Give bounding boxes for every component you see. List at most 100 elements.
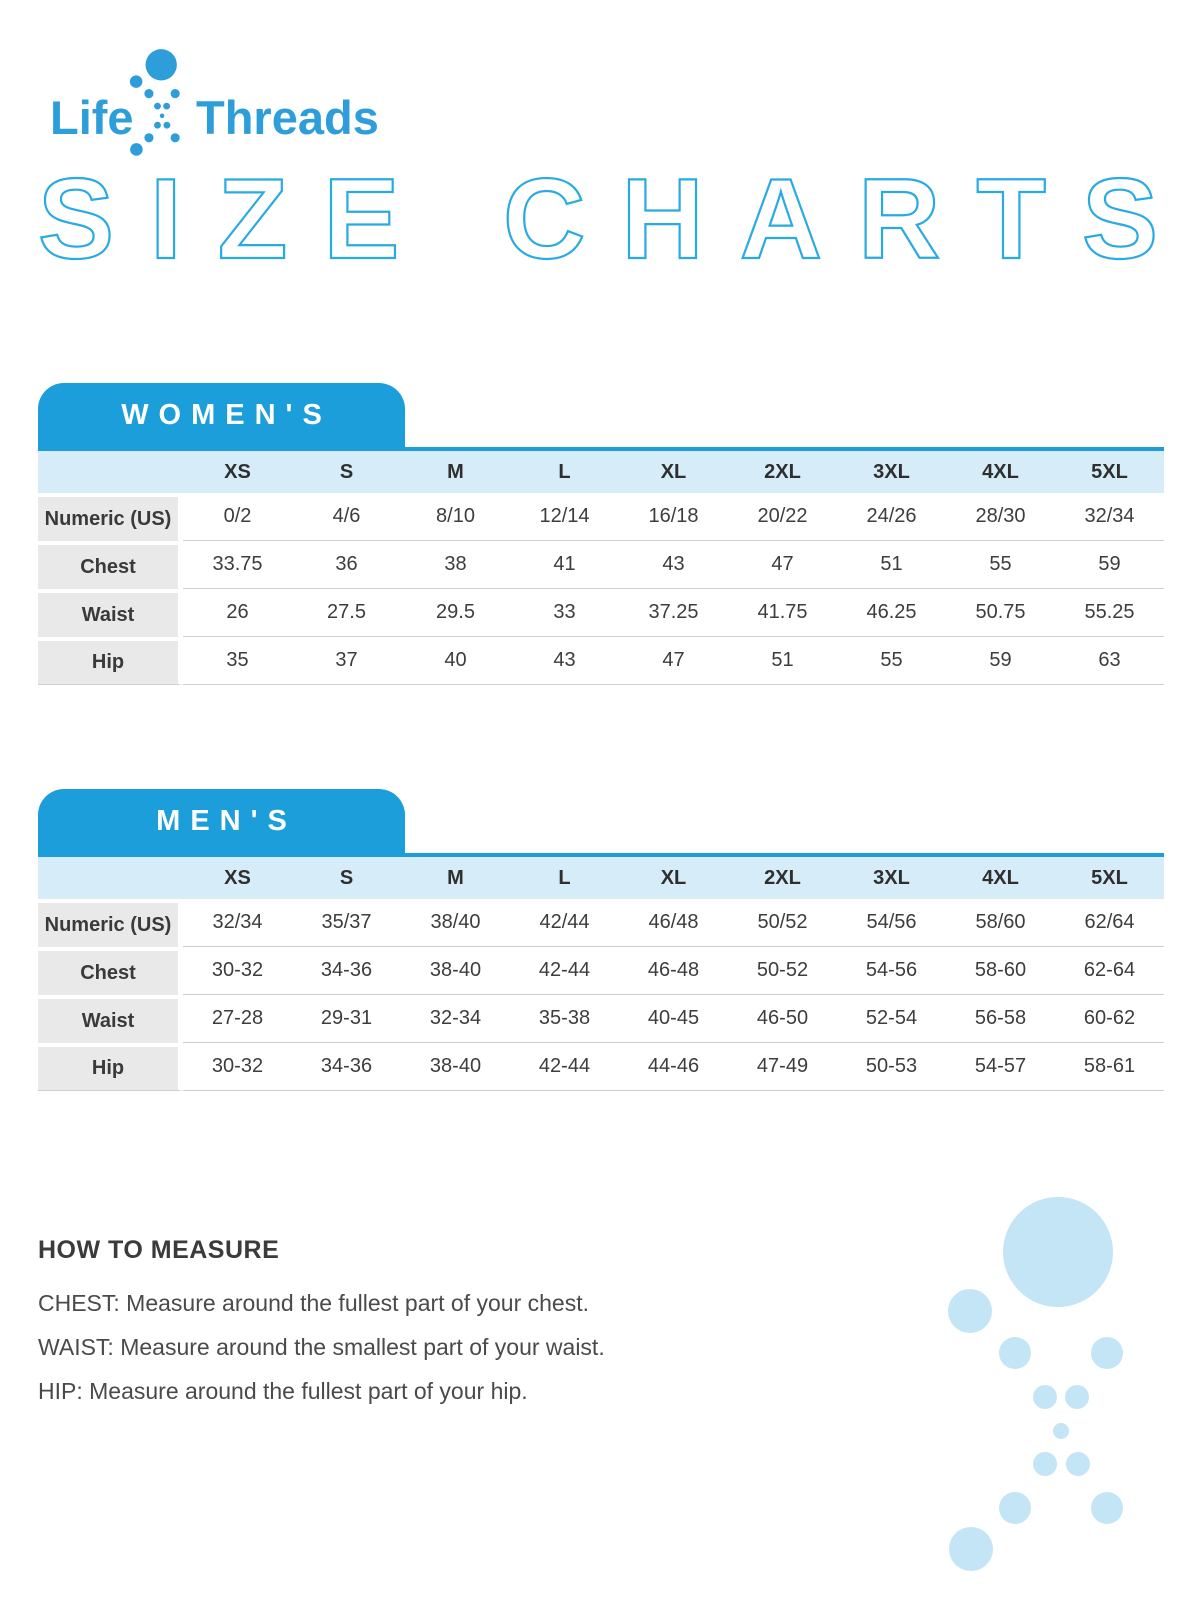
mens-col-header: 5XL <box>1055 857 1164 899</box>
how-to-measure-waist: WAIST: Measure around the smallest part … <box>38 1334 605 1360</box>
size-cell: 4/6 <box>292 493 401 541</box>
mens-row-label: Hip <box>38 1043 183 1091</box>
size-cell: 16/18 <box>619 493 728 541</box>
size-cell: 40 <box>401 637 510 685</box>
womens-col-header: 5XL <box>1055 451 1164 493</box>
size-cell: 35-38 <box>510 995 619 1043</box>
size-cell: 42-44 <box>510 947 619 995</box>
size-cell: 55 <box>946 541 1055 589</box>
mens-col-header: M <box>401 857 510 899</box>
size-cell: 63 <box>1055 637 1164 685</box>
womens-col-header: 3XL <box>837 451 946 493</box>
size-cell: 32/34 <box>183 899 292 947</box>
size-cell: 38-40 <box>401 947 510 995</box>
logo-threads-text: Threads <box>196 91 379 144</box>
size-cell: 58/60 <box>946 899 1055 947</box>
mens-tab-divider <box>38 853 1164 857</box>
size-cell: 37.25 <box>619 589 728 637</box>
size-cell: 54-56 <box>837 947 946 995</box>
mens-col-header: XS <box>183 857 292 899</box>
size-cell: 0/2 <box>183 493 292 541</box>
size-cell: 50-53 <box>837 1043 946 1091</box>
mens-row-label: Chest <box>38 947 183 995</box>
womens-blank-header-cell <box>38 451 183 493</box>
how-to-measure-chest: CHEST: Measure around the fullest part o… <box>38 1290 589 1316</box>
size-cell: 46-48 <box>619 947 728 995</box>
size-cell: 40-45 <box>619 995 728 1043</box>
size-cell: 47-49 <box>728 1043 837 1091</box>
mens-col-header: L <box>510 857 619 899</box>
size-cell: 47 <box>728 541 837 589</box>
womens-col-header: XL <box>619 451 728 493</box>
womens-col-header: M <box>401 451 510 493</box>
womens-row-label: Waist <box>38 589 183 637</box>
size-cell: 60-62 <box>1055 995 1164 1043</box>
size-cell: 46.25 <box>837 589 946 637</box>
mens-size-table: XS S M L XL 2XL 3XL 4XL 5XL Numeric (US)… <box>38 857 1164 1091</box>
how-to-measure-hip: HIP: Measure around the fullest part of … <box>38 1378 528 1404</box>
womens-tab: WOMEN'S <box>38 383 405 447</box>
mens-row-label: Numeric (US) <box>38 899 183 947</box>
size-cell: 35 <box>183 637 292 685</box>
size-cell: 30-32 <box>183 947 292 995</box>
size-cell: 41 <box>510 541 619 589</box>
size-cell: 50.75 <box>946 589 1055 637</box>
size-cell: 27-28 <box>183 995 292 1043</box>
size-cell: 32-34 <box>401 995 510 1043</box>
womens-col-header: S <box>292 451 401 493</box>
womens-col-header: 4XL <box>946 451 1055 493</box>
size-cell: 46/48 <box>619 899 728 947</box>
size-cell: 26 <box>183 589 292 637</box>
size-cell: 32/34 <box>1055 493 1164 541</box>
mens-blank-header-cell <box>38 857 183 899</box>
how-to-measure-title: HOW TO MEASURE <box>38 1236 280 1264</box>
size-cell: 62/64 <box>1055 899 1164 947</box>
womens-size-table: XS S M L XL 2XL 3XL 4XL 5XL Numeric (US)… <box>38 451 1164 685</box>
size-charts-heading: SIZE CHARTS <box>37 166 1159 274</box>
womens-row-label: Chest <box>38 541 183 589</box>
size-cell: 37 <box>292 637 401 685</box>
life-threads-logo: Life Threads <box>50 40 410 172</box>
size-cell: 52-54 <box>837 995 946 1043</box>
size-cell: 42/44 <box>510 899 619 947</box>
size-cell: 33 <box>510 589 619 637</box>
size-cell: 27.5 <box>292 589 401 637</box>
mens-tab-label: MEN'S <box>156 804 297 837</box>
size-cell: 8/10 <box>401 493 510 541</box>
size-cell: 56-58 <box>946 995 1055 1043</box>
logo-dots-icon <box>129 49 180 156</box>
size-cell: 50-52 <box>728 947 837 995</box>
mens-col-header: 3XL <box>837 857 946 899</box>
mens-col-header: 4XL <box>946 857 1055 899</box>
size-cell: 42-44 <box>510 1043 619 1091</box>
size-cell: 43 <box>619 541 728 589</box>
size-cell: 29-31 <box>292 995 401 1043</box>
size-cell: 30-32 <box>183 1043 292 1091</box>
size-cell: 24/26 <box>837 493 946 541</box>
mens-col-header: XL <box>619 857 728 899</box>
size-cell: 55 <box>837 637 946 685</box>
size-cell: 44-46 <box>619 1043 728 1091</box>
size-cell: 54-57 <box>946 1043 1055 1091</box>
size-cell: 54/56 <box>837 899 946 947</box>
logo-life-text: Life <box>50 91 134 144</box>
womens-section: WOMEN'S XS S M L XL 2XL 3XL 4XL 5XL Nume… <box>38 383 1164 685</box>
womens-row-label: Hip <box>38 637 183 685</box>
size-cell: 29.5 <box>401 589 510 637</box>
mens-row-label: Waist <box>38 995 183 1043</box>
size-cell: 28/30 <box>946 493 1055 541</box>
size-cell: 36 <box>292 541 401 589</box>
size-cell: 38/40 <box>401 899 510 947</box>
mens-col-header: S <box>292 857 401 899</box>
mens-tab: MEN'S <box>38 789 405 853</box>
size-cell: 38-40 <box>401 1043 510 1091</box>
size-cell: 46-50 <box>728 995 837 1043</box>
size-cell: 35/37 <box>292 899 401 947</box>
size-cell: 34-36 <box>292 1043 401 1091</box>
size-cell: 55.25 <box>1055 589 1164 637</box>
size-cell: 38 <box>401 541 510 589</box>
size-cell: 58-60 <box>946 947 1055 995</box>
size-cell: 50/52 <box>728 899 837 947</box>
size-cell: 51 <box>728 637 837 685</box>
